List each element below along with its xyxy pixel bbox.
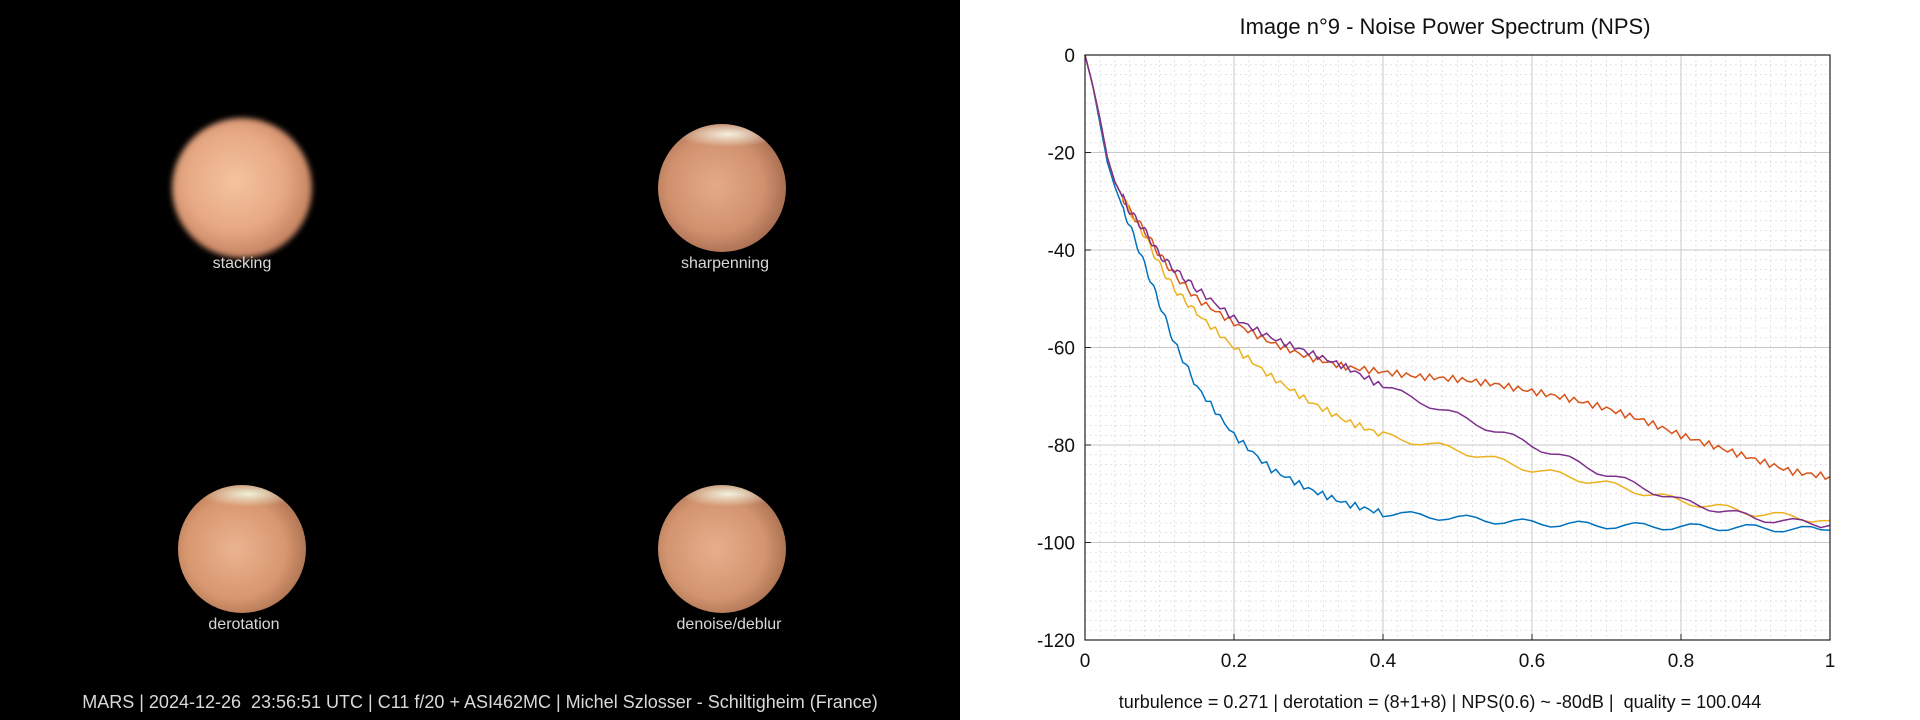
y-axis-ticks: 0 -20 -40 -60 -80 -100 -120 (1037, 46, 1091, 652)
x-tick-label: 1 (1825, 651, 1836, 672)
y-tick-label: -100 (1037, 534, 1075, 555)
y-tick-label: -80 (1048, 436, 1075, 457)
series-line-0 (1084, 54, 1831, 533)
x-tick-label: 0.2 (1221, 651, 1247, 672)
minor-grid (1085, 55, 1830, 640)
mars-planet-denoise-deblur (658, 485, 786, 613)
mars-planet-derotation (178, 485, 306, 613)
y-tick-label: -120 (1037, 631, 1075, 652)
x-tick-label: 0.4 (1370, 651, 1397, 672)
nps-chart: Image n°9 - Noise Power Spectrum (NPS) 0… (1037, 14, 1836, 672)
label-derotation: derotation (208, 616, 280, 633)
y-tick-label: -40 (1048, 241, 1075, 262)
x-tick-label: 0 (1080, 651, 1091, 672)
mars-planet-stacking (172, 118, 312, 258)
mars-image-panel: stacking sharpenning derotation denoise/… (0, 0, 960, 720)
series-group (1084, 54, 1831, 533)
chart-title: Image n°9 - Noise Power Spectrum (NPS) (1239, 14, 1650, 39)
label-stacking: stacking (212, 255, 272, 272)
nps-chart-panel: Image n°9 - Noise Power Spectrum (NPS) 0… (960, 0, 1920, 720)
mars-planet-sharpenning (658, 124, 786, 252)
label-sharpenning: sharpenning (680, 255, 770, 272)
y-tick-label: -60 (1048, 339, 1075, 360)
y-tick-label: 0 (1064, 46, 1075, 67)
y-tick-label: -20 (1048, 144, 1075, 165)
x-axis-ticks: 0 0.2 0.4 0.6 0.8 1 (1080, 634, 1836, 672)
x-tick-label: 0.8 (1668, 651, 1694, 672)
observation-caption: MARS | 2024-12-26 23:56:51 UTC | C11 f/2… (82, 692, 878, 712)
chart-footer-stats: turbulence = 0.271 | derotation = (8+1+8… (1118, 692, 1762, 712)
series-line-3 (1084, 54, 1831, 529)
label-denoise-deblur: denoise/deblur (676, 616, 782, 633)
x-tick-label: 0.6 (1519, 651, 1545, 672)
major-grid (1085, 55, 1830, 640)
